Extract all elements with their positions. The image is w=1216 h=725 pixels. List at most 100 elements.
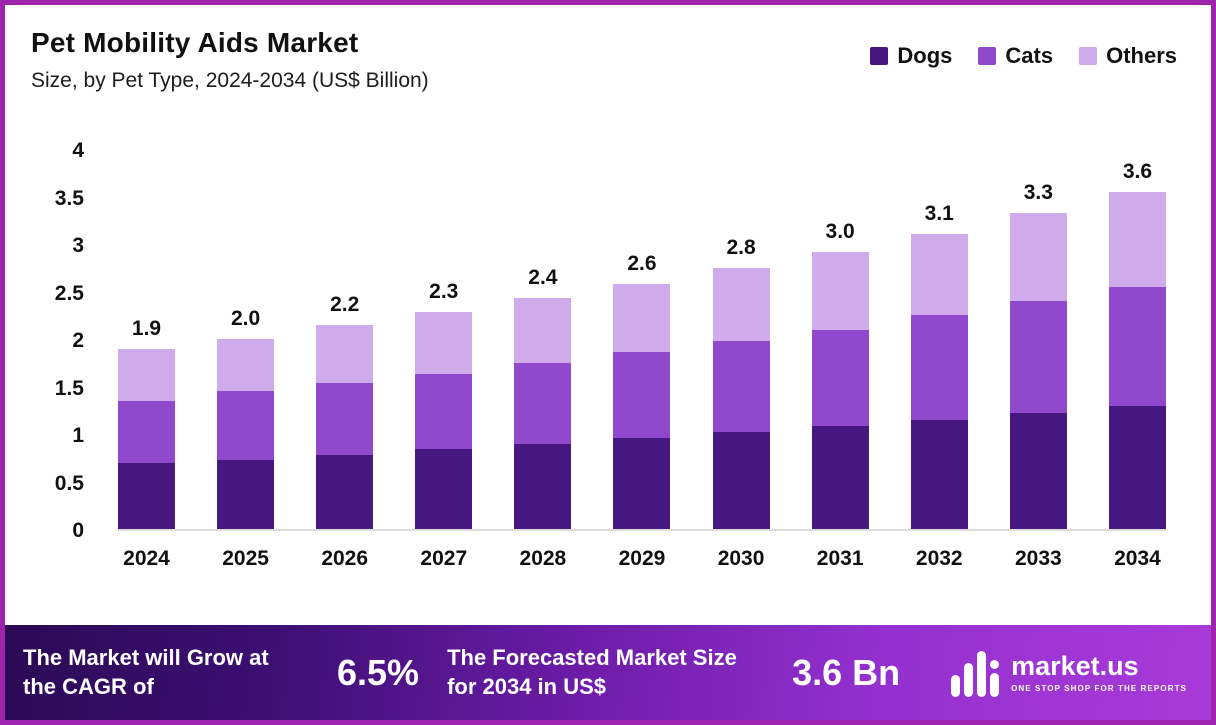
- brand-tagline: ONE STOP SHOP FOR THE REPORTS: [1011, 684, 1187, 694]
- bar-segment-cats: [316, 382, 374, 455]
- bar-segment-cats: [217, 391, 275, 460]
- legend-label: Dogs: [897, 43, 953, 68]
- bar-stack: [415, 312, 473, 529]
- bar-segment-dogs: [514, 443, 572, 529]
- legend-swatch-dogs: [870, 47, 889, 65]
- bar-segment-dogs: [1009, 413, 1067, 529]
- bar-segment-others: [910, 233, 968, 316]
- bar-column-2027: 2.3 2027: [415, 280, 473, 570]
- chart-header: Pet Mobility Aids Market Size, by Pet Ty…: [5, 5, 1211, 93]
- bar-segment-others: [316, 324, 374, 383]
- bar-total-label: 2.3: [429, 280, 459, 304]
- y-tick-label: 0: [72, 519, 84, 542]
- brand-name: market.us: [1011, 650, 1139, 681]
- bar-column-2030: 2.8 2030: [712, 235, 770, 570]
- bar-stack: [1009, 212, 1067, 529]
- bar-stack: [613, 283, 671, 529]
- bar-stack: [514, 298, 572, 529]
- y-tick-label: 1: [72, 424, 84, 447]
- x-tick-label: 2028: [519, 547, 567, 570]
- bar-segment-cats: [1009, 301, 1067, 414]
- marketus-wordmark: market.us ONE STOP SHOP FOR THE REPORTS: [1011, 650, 1187, 694]
- y-tick-label: 0.5: [54, 471, 84, 495]
- legend-swatch-others: [1079, 47, 1098, 65]
- bar-stack: [217, 339, 275, 529]
- bar-segment-dogs: [118, 462, 175, 529]
- x-tick-label: 2027: [420, 547, 468, 570]
- y-tick-label: 4: [72, 139, 84, 162]
- bar-segment-dogs: [415, 449, 473, 529]
- bars: 1.9 2024 2.0 2025 2.2 2026 2.3 2027 2.4 2028 2.6 20…: [118, 151, 1166, 570]
- bar-column-2028: 2.4 2028: [514, 266, 572, 570]
- x-tick-label: 2033: [1014, 547, 1062, 570]
- y-tick-label: 1.5: [54, 376, 84, 400]
- bar-total-label: 2.6: [627, 251, 657, 275]
- bar-column-2031: 3.0 2031: [811, 219, 869, 570]
- bar-column-2024: 1.9 2024: [118, 316, 175, 570]
- bar-stack: [910, 233, 968, 529]
- y-axis: 4 3.5 3 2.5 2 1.5 1 0.5 0: [5, 139, 100, 542]
- y-tick-label: 3.5: [54, 186, 84, 210]
- bar-stack: [1108, 191, 1166, 529]
- bar-column-2034: 3.6 2034: [1108, 159, 1166, 570]
- bar-column-2029: 2.6 2029: [613, 251, 671, 570]
- forecast-label: The Forecasted Market Size for 2034 in U…: [447, 644, 737, 699]
- bar-segment-others: [1009, 212, 1067, 302]
- legend-label: Others: [1106, 43, 1177, 68]
- bar-total-label: 2.2: [330, 292, 360, 316]
- x-tick-label: 2029: [618, 547, 666, 570]
- x-tick-label: 2034: [1114, 547, 1161, 570]
- legend-item-others: Others: [1079, 43, 1177, 69]
- bar-column-2025: 2.0 2025: [217, 307, 275, 570]
- cagr-label: The Market will Grow at the CAGR of: [23, 644, 269, 699]
- bar-segment-dogs: [1108, 405, 1166, 529]
- legend-swatch-cats: [978, 47, 997, 65]
- bar-total-label: 3.1: [924, 201, 954, 225]
- bar-segment-cats: [910, 315, 968, 420]
- bar-segment-others: [217, 339, 275, 392]
- legend: Dogs Cats Others: [870, 43, 1177, 69]
- title-block: Pet Mobility Aids Market Size, by Pet Ty…: [31, 27, 429, 93]
- bar-total-label: 3.3: [1023, 180, 1053, 204]
- bar-segment-dogs: [217, 459, 275, 529]
- bar-segment-cats: [712, 340, 770, 433]
- x-tick-label: 2024: [123, 547, 170, 570]
- bar-segment-others: [118, 348, 175, 401]
- bar-total-label: 3.0: [825, 219, 855, 243]
- bar-segment-dogs: [316, 454, 374, 529]
- x-tick-label: 2030: [717, 547, 765, 570]
- bar-segment-cats: [613, 352, 671, 438]
- bar-segment-dogs: [712, 432, 770, 529]
- plot: 4 3.5 3 2.5 2 1.5 1 0.5 0 1.9 2024 2.0 2025 2.2 2026 2…: [5, 139, 1211, 570]
- bar-column-2032: 3.1 2032: [910, 201, 968, 570]
- bar-total-label: 3.6: [1122, 159, 1153, 183]
- bar-segment-cats: [1108, 286, 1166, 406]
- bar-segment-dogs: [613, 437, 671, 529]
- x-tick-label: 2026: [321, 547, 369, 570]
- chart-title: Pet Mobility Aids Market: [31, 27, 359, 58]
- marketus-logo-icon: [951, 649, 1000, 697]
- bar-segment-others: [415, 312, 473, 375]
- x-tick-label: 2025: [222, 547, 269, 570]
- bar-segment-cats: [811, 329, 869, 427]
- bar-total-label: 2.4: [528, 266, 558, 290]
- y-tick-label: 2.5: [54, 281, 84, 305]
- chart-area: Pet Mobility Aids Market Size, by Pet Ty…: [5, 5, 1211, 625]
- x-tick-label: 2031: [816, 547, 864, 570]
- y-tick-label: 3: [72, 234, 84, 257]
- bar-column-2033: 3.3 2033: [1009, 180, 1067, 570]
- marketus-brand: market.us ONE STOP SHOP FOR THE REPORTS: [951, 649, 1187, 697]
- bar-total-label: 1.9: [131, 316, 162, 340]
- bar-stack: [316, 324, 374, 529]
- legend-item-dogs: Dogs: [870, 43, 952, 69]
- bar-segment-others: [613, 283, 671, 353]
- bar-segment-others: [514, 298, 572, 363]
- bar-segment-dogs: [811, 426, 869, 529]
- bar-segment-cats: [415, 374, 473, 450]
- bar-segment-others: [1108, 191, 1166, 287]
- bar-total-label: 2.0: [230, 307, 261, 331]
- bar-total-label: 2.8: [726, 235, 756, 259]
- x-tick-label: 2032: [915, 547, 963, 570]
- bar-segment-others: [712, 267, 770, 341]
